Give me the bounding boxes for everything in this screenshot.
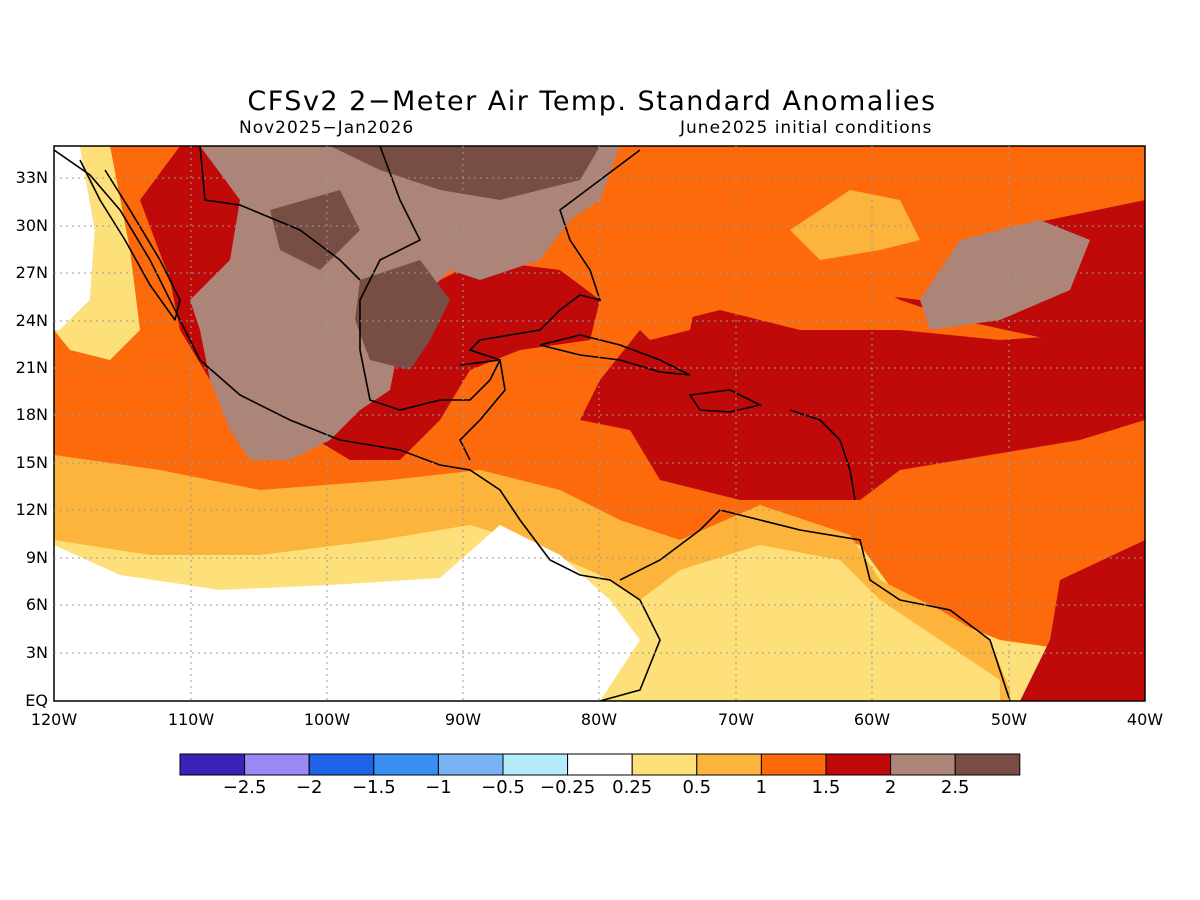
- colorbar-swatch: [825, 753, 892, 776]
- lon-label-90w: 90W: [444, 710, 482, 729]
- lat-label-18n: 18N: [15, 405, 48, 424]
- lat-label-6n: 6N: [25, 595, 48, 614]
- brown-north: [330, 146, 600, 200]
- initial-conditions: June2025 initial conditions: [680, 118, 933, 138]
- forecast-period: Nov2025−Jan2026: [239, 118, 415, 138]
- lat-label-21n: 21N: [15, 358, 48, 377]
- coastlines: [54, 146, 1011, 701]
- colorbar-tick-label: −0.25: [540, 777, 596, 798]
- brown-texas: [355, 260, 450, 370]
- lon-label-100w: 100W: [303, 710, 351, 729]
- coast-mexico-pacific: [54, 149, 661, 701]
- coast-cuba: [539, 334, 691, 376]
- colorbar-tick-label: 2: [884, 777, 897, 798]
- colorbar-tick-label: 0.25: [612, 777, 653, 798]
- colorbar-tick-label: −1.5: [351, 777, 396, 798]
- colorbar-swatch: [437, 753, 504, 776]
- mauve-atlantic: [920, 220, 1090, 330]
- coast-baja: [79, 159, 181, 322]
- colorbar-swatch: [890, 753, 956, 776]
- colorbar-swatch: [954, 753, 1021, 776]
- colorbar-swatch: [631, 753, 698, 776]
- colorbar-tick-label: 2.5: [940, 777, 970, 798]
- colorbar-tick-label: −0.5: [481, 777, 525, 798]
- colorbar-swatch: [244, 753, 310, 776]
- lat-label-15n: 15N: [15, 453, 48, 472]
- colorbar-tick-label: 1.5: [811, 777, 841, 798]
- lat-label-3n: 3N: [25, 643, 48, 662]
- pale-baja: [54, 146, 140, 360]
- colorbar-tick-label: 0.5: [682, 777, 712, 798]
- coast-antilles: [789, 409, 856, 501]
- colorbar-swatch: [502, 753, 569, 776]
- colorbar-swatch: [696, 753, 762, 776]
- colorbar-swatch: [308, 753, 375, 776]
- lon-label-70w: 70W: [717, 710, 755, 729]
- white-pacific: [54, 525, 640, 701]
- lat-label-9n: 9N: [25, 548, 48, 567]
- colorbar-swatch: [567, 753, 633, 776]
- colorbar-tick-label: 1: [755, 777, 768, 798]
- lat-label-eq: EQ: [25, 691, 48, 710]
- lat-label-33n: 33N: [15, 168, 48, 187]
- lat-label-30n: 30N: [15, 216, 48, 235]
- colorbar-tick-label: −1: [425, 777, 452, 798]
- brown-mexico: [270, 190, 360, 270]
- colorbar-swatch: [760, 753, 827, 776]
- band-pale: [54, 525, 1000, 701]
- coast-south-america: [619, 509, 1011, 701]
- red-south-atlantic: [1020, 540, 1145, 701]
- colorbar: [179, 753, 1021, 776]
- lon-label-60w: 60W: [853, 710, 891, 729]
- lat-label-24n: 24N: [15, 311, 48, 330]
- orange-atlantic-blob: [700, 146, 1145, 300]
- lon-label-110w: 110W: [167, 710, 215, 729]
- white-baja: [54, 146, 95, 330]
- map-title: CFSv2 2−Meter Air Temp. Standard Anomali…: [247, 86, 937, 117]
- lat-label-27n: 27N: [15, 263, 48, 282]
- colorbar-tick-label: −2.5: [222, 777, 267, 798]
- colorbar-swatch: [179, 753, 246, 776]
- border-us-mexico: [199, 146, 361, 281]
- coast-hispaniola: [688, 389, 763, 413]
- lat-label-12n: 12N: [15, 500, 48, 519]
- red-caribbean-east: [580, 310, 1145, 500]
- lon-label-80w: 80W: [580, 710, 618, 729]
- gridlines: [54, 146, 1145, 701]
- yellow-atlantic-blob: [790, 190, 920, 260]
- colorbar-swatch: [373, 753, 439, 776]
- lon-label-50w: 50W: [990, 710, 1028, 729]
- lon-label-120w: 120W: [30, 710, 78, 729]
- colorbar-tick-label: −2: [295, 777, 323, 798]
- lon-label-40w: 40W: [1126, 710, 1164, 729]
- coast-yucatan: [459, 359, 506, 461]
